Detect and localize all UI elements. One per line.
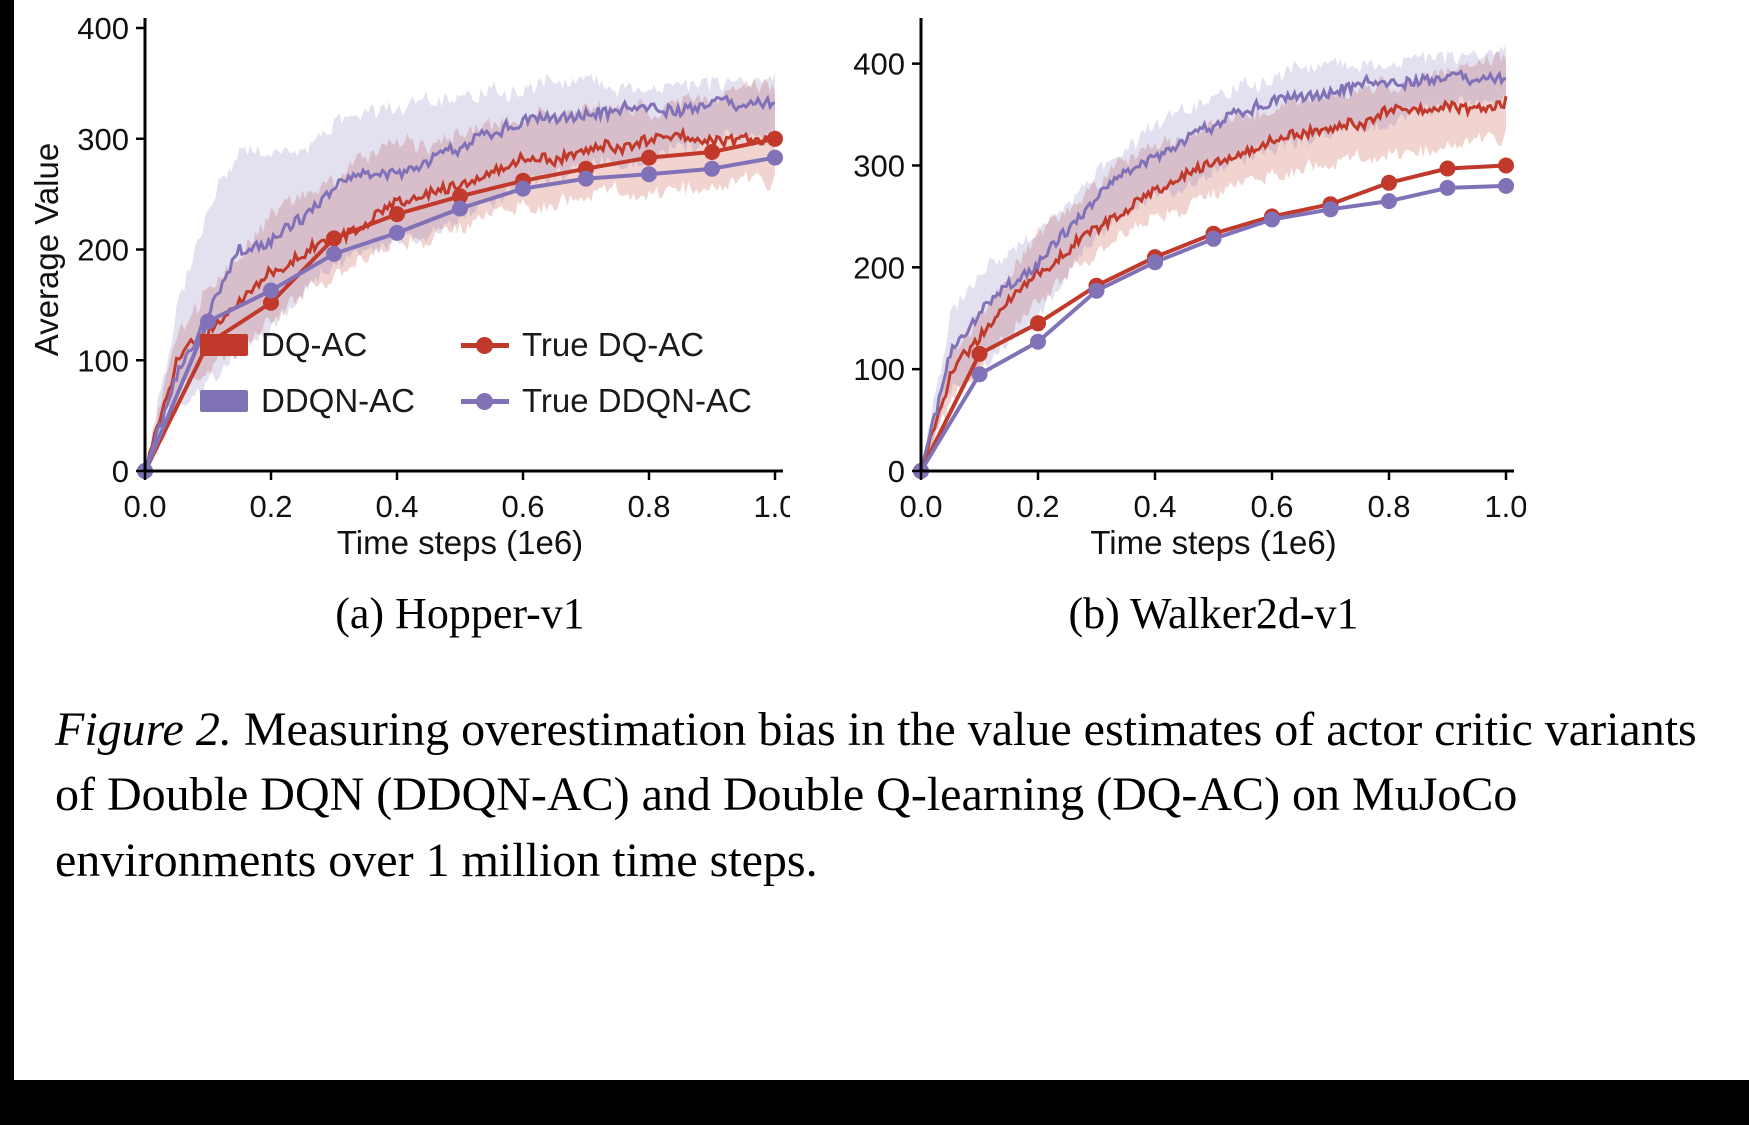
figure-caption-label: Figure 2.	[55, 703, 232, 756]
svg-text:0: 0	[112, 454, 129, 489]
svg-text:0.8: 0.8	[627, 489, 670, 524]
legend-item-true-dq-ac: True DQ-AC	[461, 326, 752, 364]
figure-2: 0.0 0.2 0.4 0.6 0.8 1.0 0 100 200 300 400 Time step…	[30, 0, 1730, 893]
subcaption-hopper: (a) Hopper-v1	[335, 589, 585, 638]
svg-text:1.0: 1.0	[1484, 489, 1526, 524]
svg-text:1.0: 1.0	[753, 489, 790, 524]
figure-caption: Figure 2. Measuring overestimation bias …	[55, 697, 1715, 893]
hopper-chart-block: 0.0 0.2 0.4 0.6 0.8 1.0 0 100 200 300 400 Time step…	[30, 6, 790, 639]
charts-row: 0.0 0.2 0.4 0.6 0.8 1.0 0 100 200 300 400 Time step…	[30, 6, 1730, 639]
true-dq-ac-marker-icon	[461, 336, 509, 354]
svg-text:0.8: 0.8	[1367, 489, 1410, 524]
svg-text:400: 400	[77, 11, 129, 46]
page-bottom-border	[0, 1080, 1749, 1125]
svg-text:0.4: 0.4	[1133, 489, 1176, 524]
legend-label: True DDQN-AC	[522, 382, 752, 419]
legend-item-true-ddqn-ac: True DDQN-AC	[461, 382, 752, 420]
svg-text:0.4: 0.4	[375, 489, 418, 524]
svg-text:Time steps (1e6): Time steps (1e6)	[1090, 524, 1336, 561]
hopper-chart: 0.0 0.2 0.4 0.6 0.8 1.0 0 100 200 300 400 Time step…	[30, 11, 790, 561]
svg-text:400: 400	[853, 47, 905, 82]
svg-text:0.6: 0.6	[1250, 489, 1293, 524]
subcaption-walker: (b) Walker2d-v1	[1068, 589, 1359, 638]
svg-text:200: 200	[77, 233, 129, 268]
figure-caption-text: Measuring overestimation bias in the val…	[55, 703, 1697, 887]
svg-text:300: 300	[77, 122, 129, 157]
svg-text:0.2: 0.2	[249, 489, 292, 524]
svg-text:300: 300	[853, 148, 905, 183]
true-ddqn-ac-marker-icon	[461, 392, 509, 410]
chart-legend: DQ-AC DDQN-AC True DQ-AC True DDQN-AC	[200, 326, 752, 420]
svg-text:200: 200	[853, 250, 905, 285]
svg-text:0.0: 0.0	[123, 489, 166, 524]
svg-text:100: 100	[853, 352, 905, 387]
ddqn-ac-patch-icon	[200, 390, 248, 412]
page-left-border	[0, 0, 14, 1125]
legend-label: True DQ-AC	[522, 326, 705, 363]
svg-text:0.0: 0.0	[899, 489, 942, 524]
legend-label: DDQN-AC	[261, 382, 415, 419]
svg-text:Time steps (1e6): Time steps (1e6)	[337, 524, 583, 561]
walker-chart-block: 0.0 0.2 0.4 0.6 0.8 1.0 0 100 200 300 400 Time step…	[826, 6, 1526, 639]
svg-text:Average Value: Average Value	[30, 143, 65, 356]
svg-text:0: 0	[888, 454, 905, 489]
walker-chart: 0.0 0.2 0.4 0.6 0.8 1.0 0 100 200 300 400 Time step…	[853, 18, 1526, 561]
legend-label: DQ-AC	[261, 326, 368, 363]
dq-ac-patch-icon	[200, 334, 248, 356]
svg-text:0.2: 0.2	[1016, 489, 1059, 524]
svg-text:0.6: 0.6	[501, 489, 544, 524]
legend-item-dq-ac: DQ-AC	[200, 326, 415, 364]
svg-text:100: 100	[77, 343, 129, 378]
legend-item-ddqn-ac: DDQN-AC	[200, 382, 415, 420]
